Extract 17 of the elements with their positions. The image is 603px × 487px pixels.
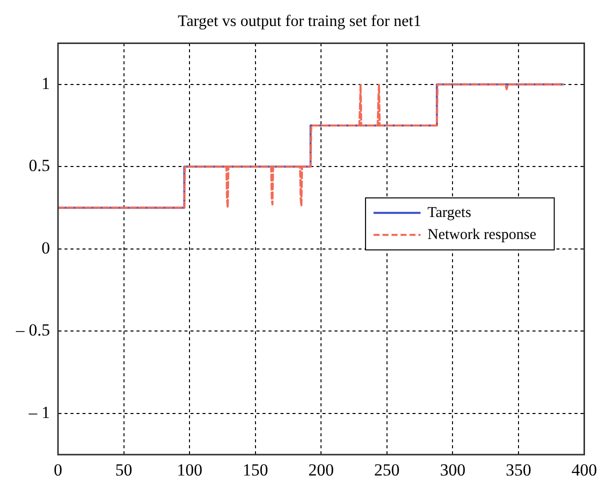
legend-label: Targets xyxy=(428,204,472,221)
chart-title: Target vs output for traing set for net1 xyxy=(178,12,422,30)
x-tick-label: 100 xyxy=(176,460,202,480)
y-tick-label: – 0.5 xyxy=(15,320,50,340)
legend-label: Network response xyxy=(428,226,537,243)
x-tick-label: 350 xyxy=(506,460,532,480)
x-tick-label: 300 xyxy=(440,460,466,480)
x-tick-label: 150 xyxy=(242,460,268,480)
y-tick-label: 0.5 xyxy=(28,156,50,176)
x-tick-label: 50 xyxy=(115,460,132,480)
x-tick-label: 250 xyxy=(374,460,400,480)
x-tick-label: 0 xyxy=(54,460,62,480)
y-tick-label: 0 xyxy=(42,238,50,258)
x-tick-label: 200 xyxy=(308,460,334,480)
y-tick-label: 1 xyxy=(42,74,50,93)
x-tick-label: 400 xyxy=(572,460,597,480)
y-tick-label: – 1 xyxy=(28,402,50,422)
